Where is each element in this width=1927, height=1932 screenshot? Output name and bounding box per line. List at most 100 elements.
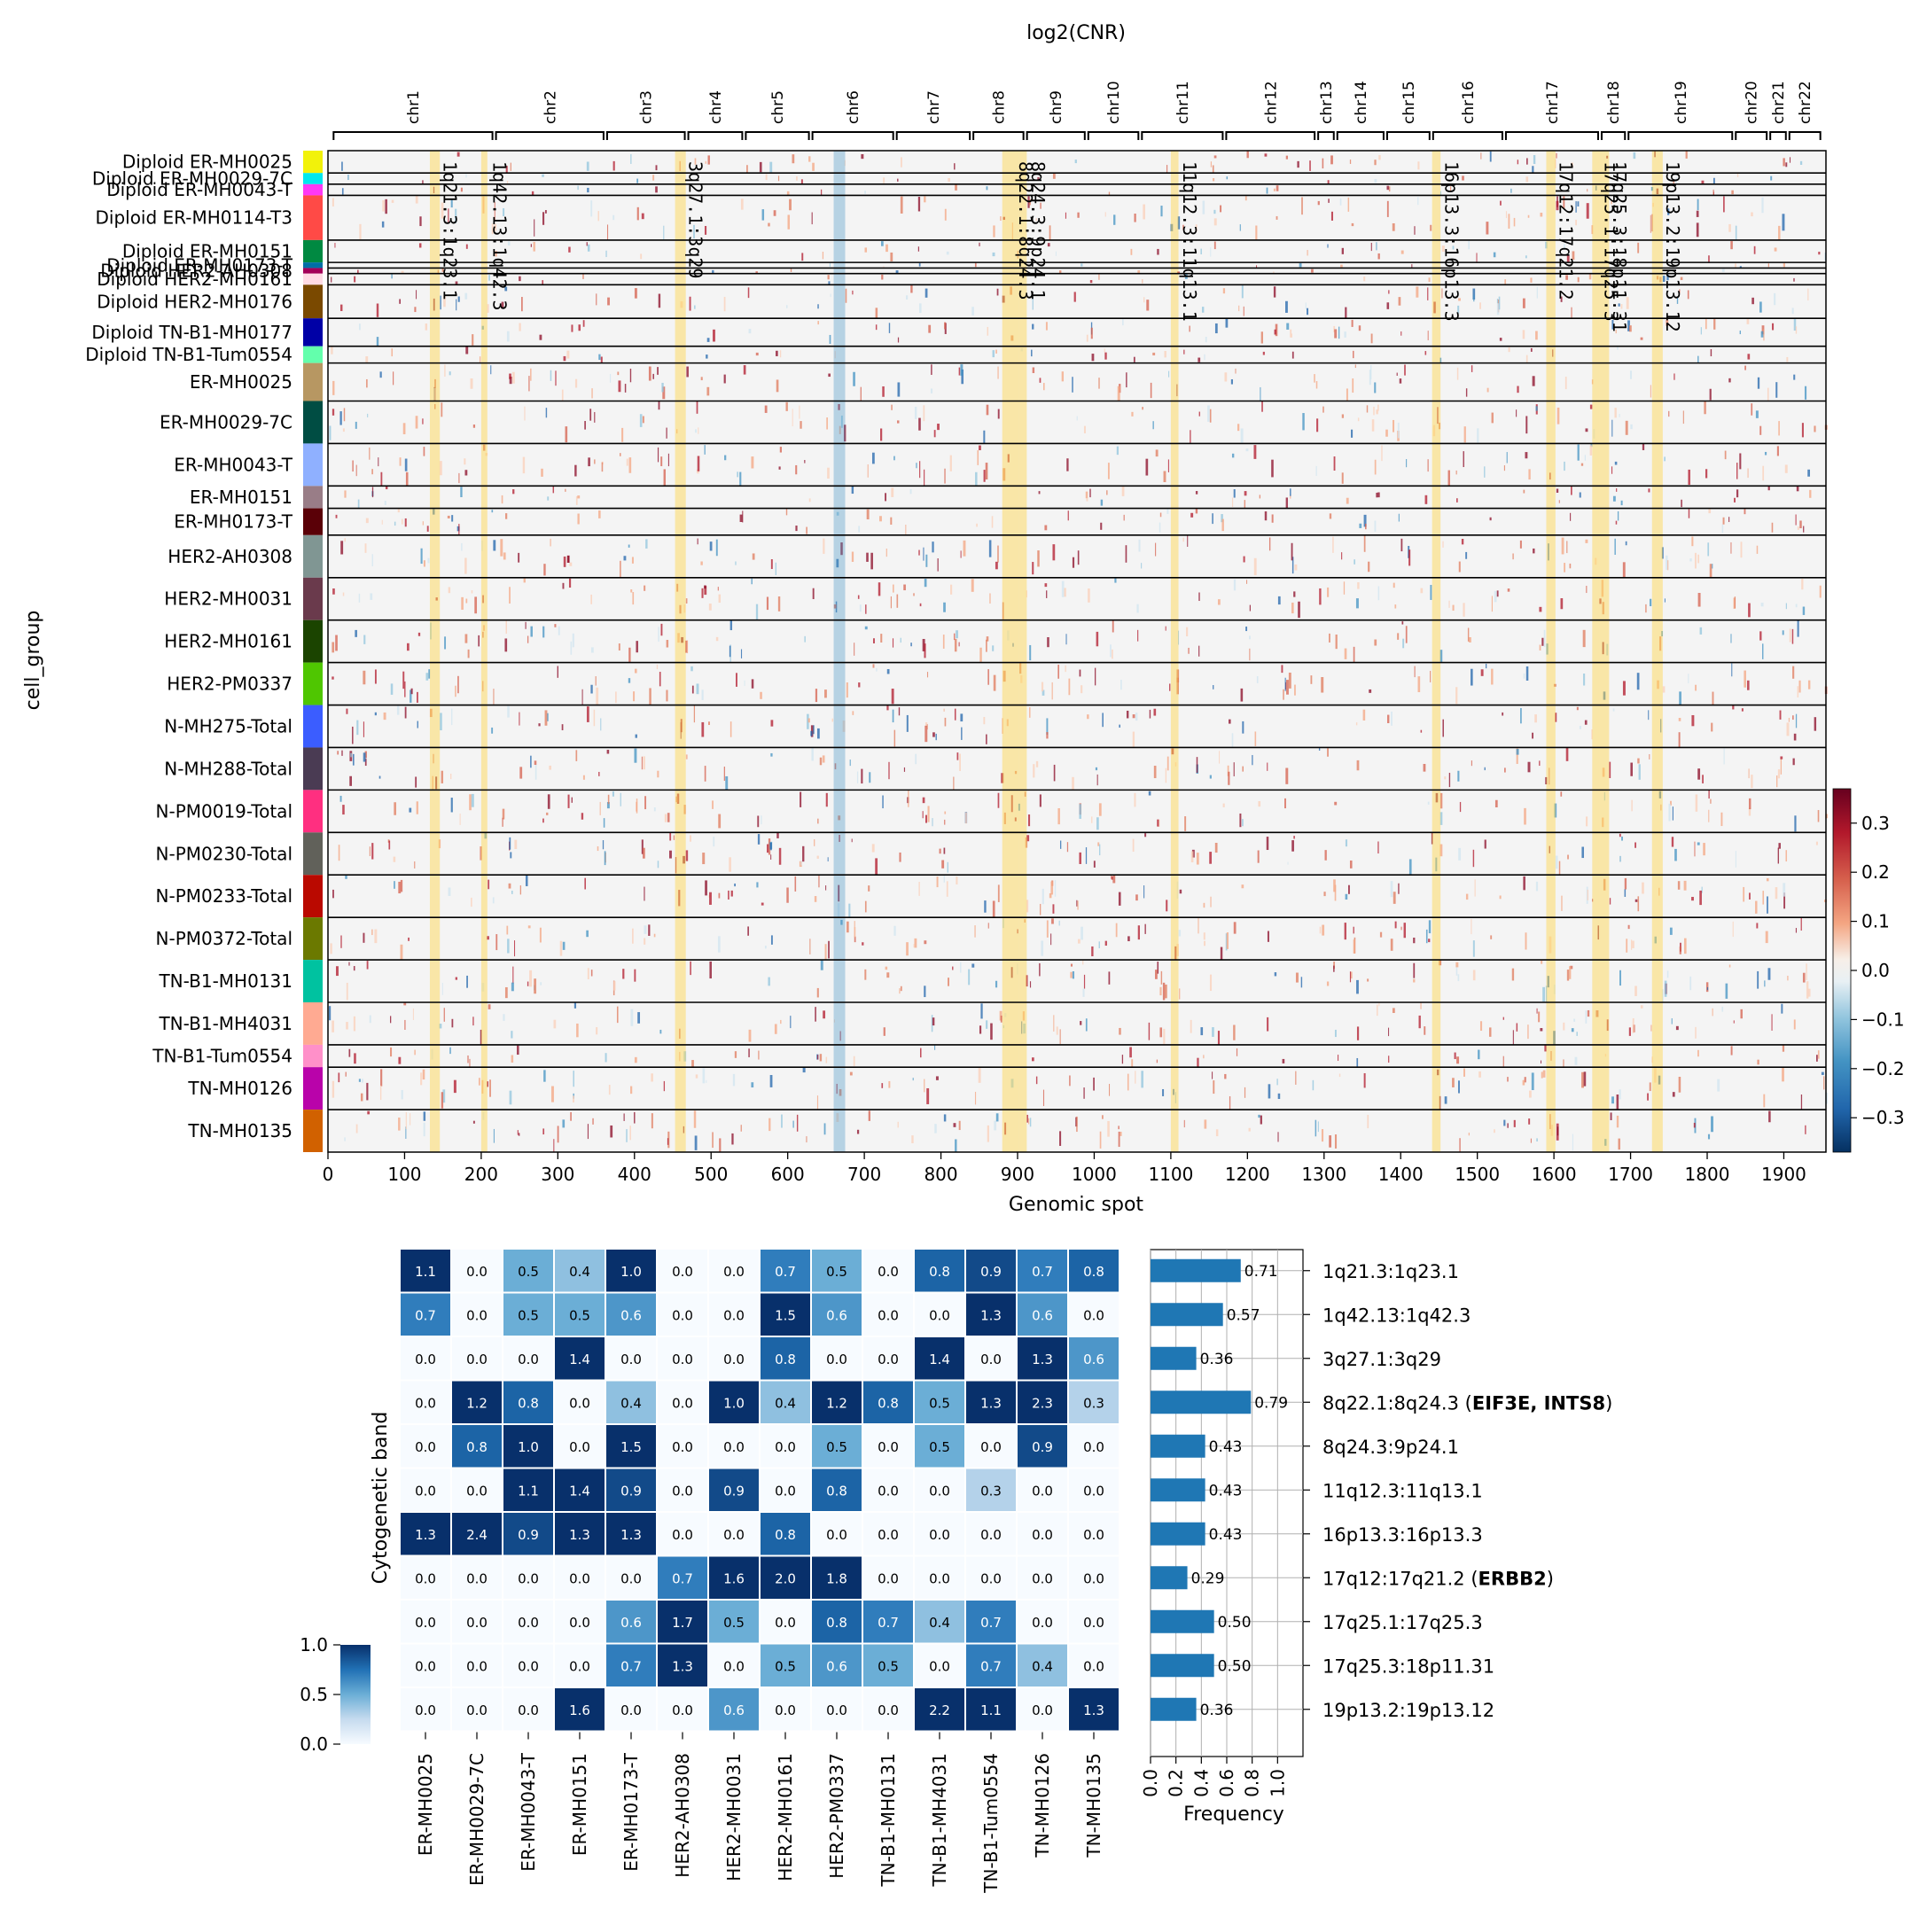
heatmap-cell	[936, 876, 939, 888]
heatmap-cell	[1357, 417, 1360, 422]
heatmap-cell	[1802, 606, 1806, 615]
frequency-bar-label: 0.57	[1227, 1306, 1260, 1324]
heatmap-cell	[581, 813, 584, 820]
heatmap-cell	[712, 1132, 714, 1149]
heatmap-cell	[1575, 201, 1577, 213]
heatmap-cell	[1801, 579, 1804, 590]
heatmap-cell	[919, 461, 921, 479]
heatmap-cell	[1682, 410, 1684, 425]
heatmap-cell	[1231, 497, 1234, 507]
heatmap-cell	[667, 1131, 670, 1149]
heatmap-cell	[1620, 500, 1623, 506]
heatmap-cell	[991, 516, 994, 528]
heatmap-cell	[686, 640, 689, 654]
heatmap-cell	[1471, 760, 1472, 767]
heatmap-cell	[512, 489, 515, 495]
heatmap-cell	[1184, 273, 1188, 279]
heatmap-cell	[1524, 1077, 1526, 1083]
heatmap-cell	[1376, 492, 1378, 498]
band-heatmap-cell	[658, 1337, 707, 1380]
band-heatmap-value: 0.0	[1083, 1483, 1104, 1499]
band-heatmap-cell	[761, 1337, 810, 1380]
band-column-label: HER2-MH0031	[723, 1753, 745, 1881]
heatmap-cell	[734, 883, 737, 887]
heatmap-cell	[1439, 792, 1443, 809]
heatmap-cell	[1619, 833, 1621, 837]
heatmap-cell	[1606, 1019, 1609, 1032]
heatmap-cell	[540, 982, 542, 985]
heatmap-cell	[1494, 590, 1497, 603]
heatmap-cell	[1516, 1023, 1518, 1032]
heatmap-cell	[1266, 187, 1268, 194]
heatmap-cell	[1621, 836, 1623, 841]
heatmap-cell	[1549, 1114, 1551, 1130]
band-heatmap-value: 0.0	[415, 1483, 436, 1499]
heatmap-cell	[971, 963, 975, 968]
heatmap-cell	[900, 985, 902, 992]
heatmap-cell	[1691, 536, 1694, 547]
heatmap-cell	[510, 852, 512, 859]
heatmap-cell	[660, 623, 663, 636]
heatmap-cell	[457, 296, 460, 302]
band-heatmap-value: 0.0	[929, 1483, 950, 1499]
heatmap-cell	[441, 1092, 444, 1109]
heatmap-cell	[1425, 929, 1428, 944]
band-heatmap-value: 0.0	[980, 1439, 1002, 1455]
heatmap-cell	[1088, 588, 1090, 603]
heatmap-cell	[890, 517, 893, 526]
heatmap-cell	[1196, 853, 1199, 865]
chromosome-bracket	[1336, 131, 1385, 140]
heatmap-cell	[759, 161, 762, 173]
band-heatmap-value: 0.0	[466, 1264, 488, 1280]
heatmap-cell	[923, 405, 925, 422]
heatmap-cell	[1027, 814, 1031, 827]
heatmap-cell	[1367, 1114, 1369, 1129]
band-heatmap-cell	[401, 1556, 450, 1599]
heatmap-cell	[1432, 425, 1436, 437]
bar-band-label: 8q24.3:9p24.1	[1322, 1437, 1459, 1458]
heatmap-cell	[1176, 881, 1179, 900]
heatmap-cell	[1295, 972, 1299, 983]
band-heatmap-value: 1.8	[826, 1570, 847, 1586]
heatmap-cell	[441, 202, 444, 219]
heatmap-cell	[354, 276, 356, 283]
gene-paren-close: )	[1605, 1392, 1612, 1414]
band-heatmap-value: 0.0	[620, 1570, 642, 1586]
heatmap-cell	[659, 1029, 662, 1034]
heatmap-cell	[1079, 804, 1082, 819]
band-column-label: ER-MH0043-T	[518, 1752, 539, 1872]
heatmap-cell	[1267, 931, 1269, 942]
heatmap-cell	[418, 243, 422, 248]
heatmap-cell	[1739, 453, 1742, 470]
heatmap-cell	[1042, 383, 1045, 391]
heatmap-cell	[1215, 1129, 1219, 1137]
heatmap-cell	[1571, 1028, 1574, 1032]
heatmap-cell	[748, 1029, 752, 1042]
heatmap-cell	[1583, 1071, 1587, 1087]
heatmap-cell	[944, 819, 946, 825]
heatmap-cell	[1065, 634, 1067, 645]
heatmap-cell	[675, 429, 678, 434]
heatmap-cell	[1363, 277, 1366, 282]
heatmap-cell	[509, 587, 511, 604]
heatmap-cell	[1414, 666, 1416, 678]
bar-x-tick-label: 0.8	[1242, 1769, 1263, 1797]
heatmap-cell	[1012, 643, 1014, 647]
heatmap-cell	[1814, 425, 1816, 432]
heatmap-cell	[1563, 1022, 1565, 1031]
heatmap-cell	[858, 682, 861, 688]
heatmap-cell	[1523, 673, 1525, 679]
heatmap-cell	[599, 801, 601, 815]
heatmap-cell	[1525, 255, 1527, 259]
heatmap-cell	[952, 966, 954, 970]
heatmap-cell	[1439, 357, 1442, 362]
heatmap-cell	[881, 1083, 884, 1088]
heatmap-cell	[1346, 497, 1349, 504]
heatmap-cell	[1003, 812, 1006, 824]
heatmap-cell	[1478, 1049, 1480, 1060]
heatmap-cell	[612, 214, 615, 221]
band-heatmap-cell	[503, 1688, 553, 1731]
heatmap-cell	[607, 297, 610, 306]
heatmap-cell	[1133, 356, 1135, 362]
heatmap-cell	[401, 1089, 403, 1100]
